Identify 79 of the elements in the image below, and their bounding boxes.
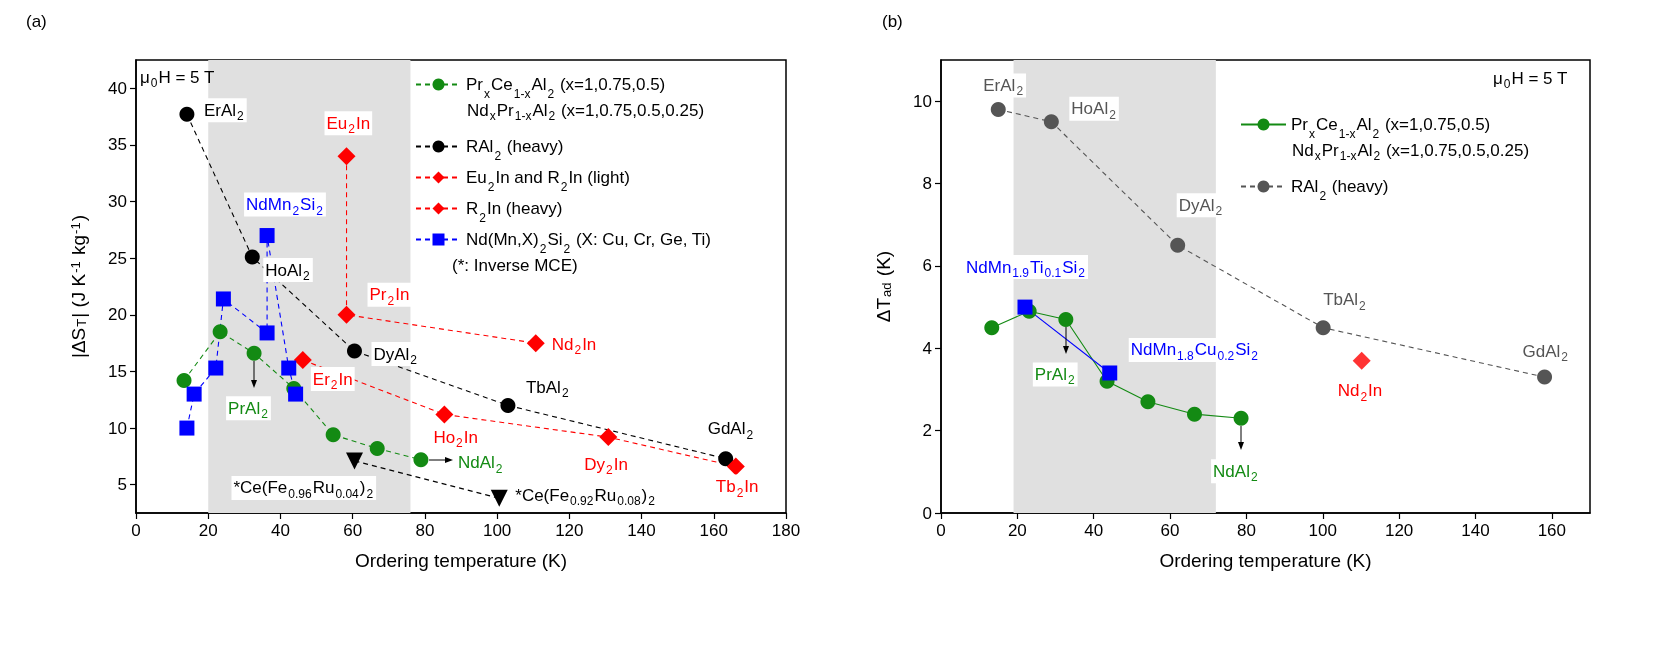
point — [599, 428, 618, 447]
point — [215, 291, 231, 307]
y-tick-label: 8 — [922, 174, 932, 194]
y-tick-label: 25 — [108, 248, 127, 268]
point — [718, 451, 734, 467]
point — [179, 106, 195, 122]
point — [1352, 351, 1371, 370]
point — [726, 457, 745, 476]
point — [212, 324, 228, 340]
x-tick-label: 120 — [1384, 521, 1414, 540]
point — [1017, 299, 1033, 315]
point — [293, 351, 312, 370]
point — [1140, 394, 1156, 410]
x-tick-label: 80 — [415, 521, 435, 540]
point — [325, 427, 341, 443]
x-tick-label: 40 — [1084, 521, 1104, 540]
point — [435, 405, 454, 424]
annotation: (*: Inverse MCE) — [452, 255, 578, 275]
point — [281, 360, 297, 376]
y-tick-label: 2 — [922, 421, 932, 441]
point — [1170, 237, 1186, 253]
y-tick-label: 40 — [108, 78, 127, 98]
y-axis-title: |ΔST| (J K-1 kg-1) — [68, 214, 89, 359]
x-tick-label: 20 — [198, 521, 218, 540]
x-tick-label: 180 — [771, 521, 801, 540]
y-tick-label: 4 — [922, 338, 932, 358]
point — [413, 452, 429, 468]
x-tick-label: 20 — [1007, 521, 1027, 540]
point — [337, 305, 356, 324]
point — [176, 373, 192, 388]
x-tick-label: 40 — [270, 521, 290, 540]
point — [259, 325, 275, 341]
point — [244, 249, 260, 265]
point — [1233, 410, 1249, 426]
x-axis-title: Ordering temperature (K) — [1159, 550, 1372, 571]
point — [984, 320, 1000, 336]
point — [1537, 369, 1553, 385]
y-tick-label: 0 — [922, 503, 932, 523]
y-tick-label: 35 — [108, 135, 127, 155]
point — [526, 334, 545, 353]
point — [500, 397, 516, 413]
point — [1315, 320, 1331, 336]
x-tick-label: 100 — [482, 521, 512, 540]
point — [186, 386, 202, 402]
point — [990, 101, 1006, 117]
x-tick-label: 0 — [131, 521, 141, 540]
y-tick-label: 6 — [922, 256, 932, 276]
point — [259, 228, 275, 244]
point — [288, 386, 304, 402]
point — [179, 420, 195, 436]
x-tick-label: 140 — [1461, 521, 1490, 540]
point — [346, 343, 362, 359]
y-tick-label: 10 — [108, 418, 127, 438]
x-tick-label: 60 — [343, 521, 363, 540]
point — [1043, 114, 1059, 130]
y-tick-label: 20 — [108, 305, 127, 325]
point — [1187, 406, 1202, 422]
chart-title: (b) — [882, 12, 903, 31]
x-tick-label: 160 — [699, 521, 728, 540]
point — [208, 360, 224, 376]
y-tick-label: 15 — [108, 361, 127, 381]
point — [246, 345, 262, 361]
x-tick-label: 120 — [555, 521, 584, 540]
x-tick-label: 0 — [936, 521, 946, 540]
y-tick-label: 5 — [117, 475, 127, 495]
y-axis-title: ΔTad (K) — [873, 250, 894, 323]
x-tick-label: 140 — [627, 521, 656, 540]
x-tick-label: 160 — [1537, 521, 1567, 540]
x-tick-label: 100 — [1308, 521, 1337, 540]
y-tick-label: 10 — [913, 91, 932, 111]
x-axis-title: Ordering temperature (K) — [354, 550, 568, 571]
point — [369, 440, 385, 456]
point — [1058, 311, 1074, 327]
point — [337, 147, 356, 166]
x-tick-label: 80 — [1236, 521, 1256, 540]
x-tick-label: 60 — [1160, 521, 1180, 540]
chart-title: (a) — [26, 12, 47, 31]
point — [1102, 365, 1118, 381]
y-tick-label: 30 — [108, 192, 127, 212]
